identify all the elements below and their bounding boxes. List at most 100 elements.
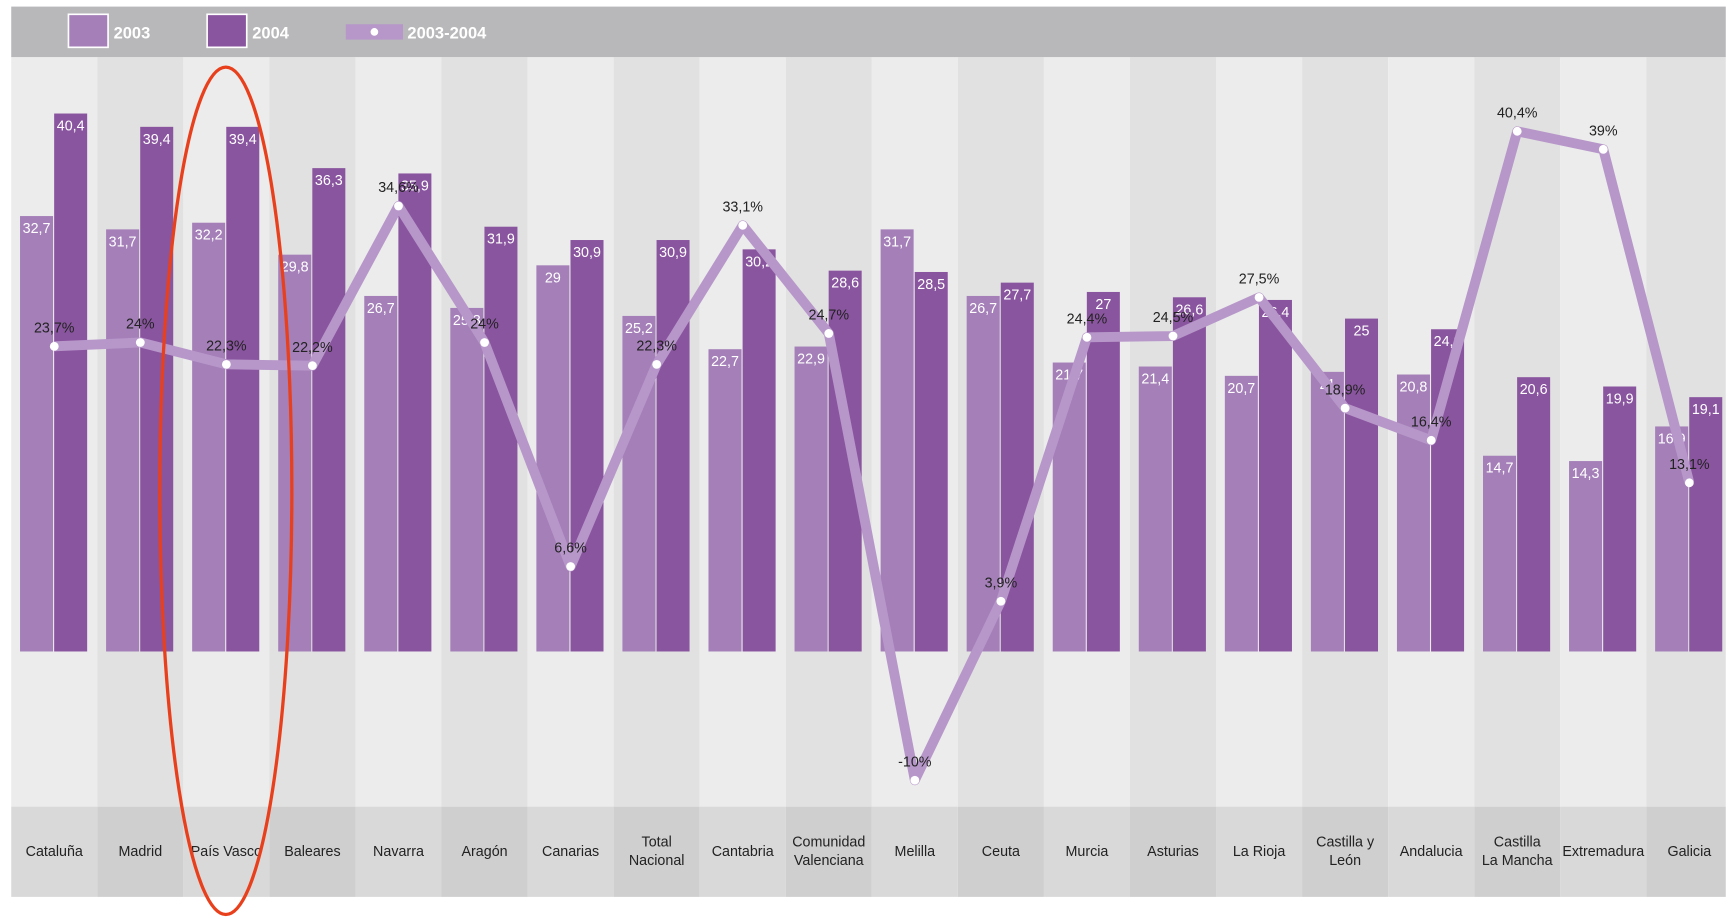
label-cell: [355, 806, 442, 897]
bar: [226, 126, 260, 652]
line-point: [49, 341, 59, 351]
bar: [312, 168, 346, 652]
line-point: [738, 220, 748, 230]
line-value-label: 13,1%: [1669, 457, 1710, 473]
x-tick-label: Andalucia: [1400, 844, 1463, 860]
label-cell: [613, 806, 700, 897]
line-point: [308, 361, 317, 371]
x-tick-label: Canarias: [542, 844, 599, 860]
line: [54, 126, 1695, 786]
line-value-label: 24,7%: [809, 308, 850, 324]
bar-value-label: 39,4: [229, 132, 257, 148]
x-tick-label: Castilla La Mancha: [1482, 834, 1553, 869]
bar-value-label: 26,7: [969, 301, 997, 317]
bar: [1689, 397, 1723, 652]
line-point: [1684, 478, 1694, 488]
bar-value-label: 26,6: [1175, 302, 1203, 318]
bar-value-label: 20,8: [1400, 380, 1428, 396]
bar-value-label: 21,4: [1141, 372, 1169, 388]
x-tick-label: País Vasco: [191, 844, 262, 860]
line-value-label: 22,3%: [206, 339, 247, 355]
line-value-label: 33,1%: [722, 199, 763, 215]
legend-label: 2003: [114, 24, 151, 42]
line-value-label: 23,7%: [34, 321, 75, 337]
bar: [1517, 377, 1551, 652]
bar: [1310, 371, 1344, 652]
line-value-label: 16,4%: [1411, 414, 1452, 430]
bar-value-label: 29: [545, 270, 561, 286]
legend-label: 2004: [252, 24, 290, 42]
bar-value-label: 22,9: [797, 352, 825, 368]
line-point: [221, 359, 231, 369]
line-point: [1254, 293, 1264, 302]
line-point: [394, 201, 403, 211]
bar-value-label: 28,5: [917, 277, 945, 293]
line-point: [1082, 332, 1092, 342]
bar-value-label: 31,9: [487, 232, 515, 248]
label-cell: [957, 806, 1044, 897]
line-point: [996, 596, 1006, 606]
bar: [708, 349, 742, 652]
bar: [742, 249, 776, 652]
legend-dot: [370, 28, 379, 36]
x-tick-label: Navarra: [373, 844, 424, 860]
bar-value-label: 20,7: [1227, 381, 1255, 397]
legend-band: [11, 6, 1726, 58]
bar-value-label: 14,7: [1486, 461, 1514, 477]
line-value-label: 24%: [126, 317, 155, 333]
x-tick-label: La Rioja: [1233, 844, 1286, 860]
x-tick-label: Castilla y León: [1316, 834, 1375, 869]
bar: [364, 295, 398, 652]
label-cell: [1302, 806, 1389, 897]
bar-value-label: 32,7: [23, 221, 51, 237]
line-point: [652, 359, 662, 369]
label-cell: [269, 806, 356, 897]
line-point: [1340, 403, 1350, 413]
x-tick-label: Madrid: [118, 844, 162, 860]
label-cell: [527, 806, 614, 897]
bar-value-label: 36,3: [315, 173, 343, 189]
bar-value-label: 35,9: [401, 178, 429, 194]
x-tick-label: Murcia: [1065, 844, 1108, 860]
line-value-label: 22,2%: [292, 340, 333, 356]
line-value-label: 24,4%: [1067, 311, 1108, 327]
bar-value-label: 25,2: [625, 321, 653, 337]
bar: [1258, 299, 1292, 652]
line-value-label: 18,9%: [1325, 382, 1366, 398]
line-point: [1512, 126, 1522, 136]
bar: [54, 113, 88, 652]
bar-value-label: 28,6: [831, 276, 859, 292]
label-cell: [1646, 806, 1726, 897]
bar-value-label: 25: [1354, 324, 1370, 340]
label-cell: [97, 806, 184, 897]
legend-swatch: [206, 13, 248, 49]
bar: [1483, 455, 1517, 652]
bar-value-label: 19,9: [1606, 391, 1634, 407]
bar-value-label: 31,7: [109, 234, 137, 250]
bar-value-label: 39,4: [143, 132, 171, 148]
bar-value-label: 20,6: [1520, 382, 1548, 398]
legend-label: 2003-2004: [407, 24, 487, 42]
bar-value-label: 27,7: [1003, 288, 1031, 304]
label-cell: [785, 806, 872, 897]
bar-value-label: 19,1: [1692, 402, 1720, 418]
label-cell: [1043, 806, 1130, 897]
bar: [484, 226, 518, 652]
line-point: [480, 338, 489, 347]
x-tick-label: Cantabria: [712, 844, 774, 860]
bar: [1224, 375, 1258, 652]
line-point: [910, 775, 920, 785]
x-tick-label: Total Nacional: [629, 834, 685, 869]
label-cell: [1129, 806, 1217, 897]
bar-value-label: 29,8: [281, 260, 309, 276]
bar: [880, 229, 914, 652]
x-tick-label: Asturias: [1147, 844, 1199, 860]
label-cell: [699, 806, 786, 897]
line-value-label: 34,6%: [378, 180, 419, 196]
x-tick-label: Cataluña: [26, 844, 83, 860]
x-tick-label: Aragón: [461, 844, 507, 860]
x-tick-label: Comunidad Valenciana: [792, 834, 865, 869]
bar: [656, 240, 690, 652]
